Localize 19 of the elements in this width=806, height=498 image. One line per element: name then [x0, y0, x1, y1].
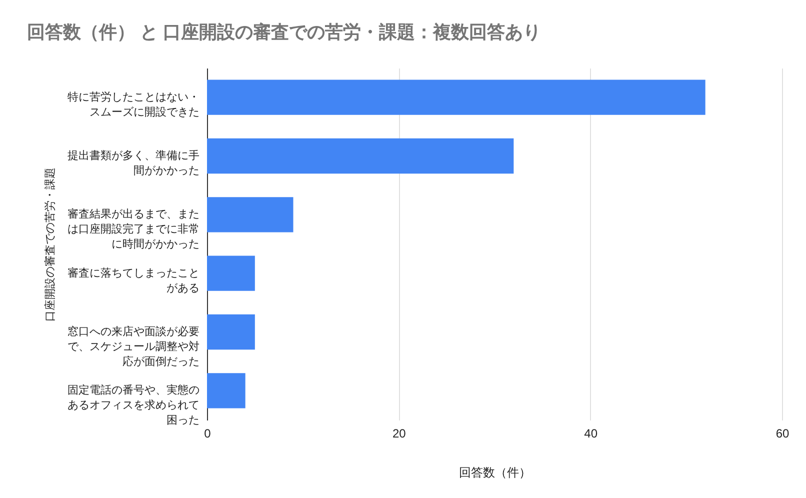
bar [207, 314, 255, 350]
y-tick-label: 審査結果が出るまで、または口座開設完了までに非常に時間がかかった [68, 208, 200, 251]
bar [207, 197, 294, 232]
x-axis-title: 回答数（件） [459, 466, 531, 480]
chart-title: 回答数（件） と 口座開設の審査での苦労・課題：複数回答あり [27, 22, 542, 42]
y-tick-label: 提出書類が多く、準備に手間がかかった [68, 149, 200, 177]
x-tick-label: 60 [776, 426, 790, 440]
y-tick-label: 審査に落ちてしまったことがある [68, 266, 200, 294]
bar [207, 80, 706, 115]
bar [207, 373, 246, 408]
x-tick-label: 40 [584, 426, 598, 440]
y-tick-label: 特に苦労したことはない・スムーズに開設できた [68, 90, 200, 118]
x-tick-label: 0 [204, 426, 212, 440]
bar [207, 256, 255, 291]
y-axis-title: 口座開設の審査での苦労・課題 [44, 168, 56, 322]
x-tick-label: 20 [392, 426, 406, 440]
y-tick-label: 窓口への来店や面談が必要で、スケジュール調整や対応が面倒だった [68, 325, 200, 368]
bar [207, 138, 514, 174]
y-tick-label: 固定電話の番号や、実態のあるオフィスを求められて困った [68, 384, 200, 427]
